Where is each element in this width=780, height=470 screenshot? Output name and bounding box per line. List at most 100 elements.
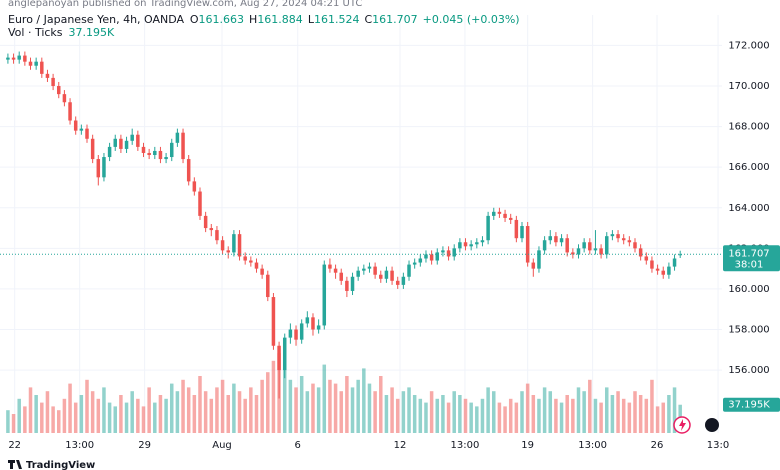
x-tick-label: 22 — [8, 440, 21, 451]
volume-bar — [68, 383, 72, 433]
candle-body — [198, 191, 202, 216]
candle-body — [51, 77, 55, 87]
candle-body — [661, 270, 665, 275]
candle-body — [209, 228, 214, 231]
candle-body — [672, 258, 677, 267]
volume-bar — [401, 391, 406, 433]
volume-bar — [181, 379, 185, 433]
volume-bar — [215, 387, 219, 433]
candle-body — [339, 272, 343, 281]
candle-body — [384, 270, 389, 279]
candle-body — [610, 234, 615, 237]
candle-body — [503, 213, 507, 218]
volume-bar — [249, 387, 253, 433]
volume-bar — [458, 395, 462, 433]
alert-icon[interactable] — [673, 416, 691, 434]
high-value: 161.884 — [257, 13, 303, 26]
candle-body — [316, 325, 321, 330]
candle-body — [605, 236, 609, 255]
logo: TradingView — [8, 460, 95, 470]
y-tick-label: 168.000 — [728, 122, 769, 133]
volume-bar — [441, 395, 445, 433]
volume-bar — [520, 391, 524, 433]
volume-label: Vol · Ticks — [8, 26, 63, 39]
candle-body — [667, 266, 671, 275]
candle-body — [34, 61, 38, 66]
candle-body — [226, 250, 230, 253]
volume-bar — [565, 395, 569, 433]
candle-body — [497, 211, 502, 214]
candle-body — [102, 157, 106, 178]
candle-body — [62, 94, 67, 103]
volume-bar — [542, 387, 547, 433]
volume-bar — [514, 402, 519, 433]
candle-body — [582, 242, 586, 249]
y-tick-label: 166.000 — [728, 162, 769, 173]
volume-bar — [28, 387, 33, 433]
candle-body — [571, 252, 575, 255]
y-tick-label: 156.000 — [728, 365, 769, 376]
candle-body — [130, 134, 134, 141]
x-tick-label: 12 — [394, 440, 407, 451]
candle-body — [40, 61, 44, 74]
volume-bar — [164, 398, 168, 433]
x-tick-label: 13:00 — [578, 440, 607, 451]
close-label: C — [364, 13, 372, 26]
volume-bar — [136, 398, 140, 433]
x-tick-label: Aug — [212, 440, 232, 451]
candle-body — [169, 142, 174, 158]
legend-line: Euro / Japanese Yen, 4h, OANDA O161.663 H1… — [8, 13, 520, 26]
volume-bar — [328, 379, 332, 433]
volume-bar — [497, 402, 502, 433]
candle-body — [593, 248, 598, 251]
volume-bar — [576, 387, 581, 433]
volume-bar — [186, 387, 191, 433]
volume-bar — [525, 383, 530, 433]
candle-body — [85, 128, 89, 139]
candle-body — [124, 140, 129, 149]
volume-bar — [311, 383, 315, 433]
volume-bar — [153, 402, 157, 433]
volume-bar — [379, 376, 383, 433]
candle-body — [203, 215, 208, 229]
candle-body — [650, 260, 654, 269]
x-tick-label: 19 — [521, 440, 534, 451]
volume-bar — [260, 379, 264, 433]
candle-body — [288, 329, 293, 338]
candle-body — [638, 248, 643, 257]
volume-bar — [638, 395, 643, 433]
volume-bar — [288, 379, 293, 433]
candle-body — [294, 329, 298, 340]
candle-body — [333, 268, 338, 273]
candle-body — [486, 215, 490, 241]
candle-body — [220, 240, 225, 251]
volume-bar — [220, 379, 225, 433]
y-tick-label: 172.000 — [728, 40, 769, 51]
candle-body — [28, 61, 33, 66]
volume-bar — [192, 395, 197, 433]
candle-body — [655, 268, 660, 271]
candle-body — [73, 120, 78, 131]
volume-bar — [119, 395, 123, 433]
volume-bar — [282, 368, 287, 433]
candle-body — [458, 242, 462, 249]
candle-body — [362, 268, 366, 271]
candle-body — [90, 138, 95, 160]
candle-body — [435, 252, 440, 261]
volume-bar — [667, 395, 671, 433]
volume-bar — [345, 376, 349, 433]
candle-body — [633, 242, 637, 249]
volume-bar — [475, 406, 479, 433]
last-price-box — [723, 245, 780, 272]
candle-body — [260, 268, 264, 275]
nav-dot[interactable] — [705, 418, 719, 432]
x-tick-label: 13:00 — [65, 440, 94, 451]
candle-body — [395, 280, 400, 285]
volume-bar — [40, 402, 44, 433]
volume-bar — [11, 414, 16, 433]
volume-legend: Vol · Ticks 37.195K — [8, 26, 115, 39]
candle-body — [215, 230, 219, 241]
volume-bar — [102, 387, 106, 433]
volume-bar — [582, 391, 586, 433]
candle-body — [136, 134, 140, 147]
